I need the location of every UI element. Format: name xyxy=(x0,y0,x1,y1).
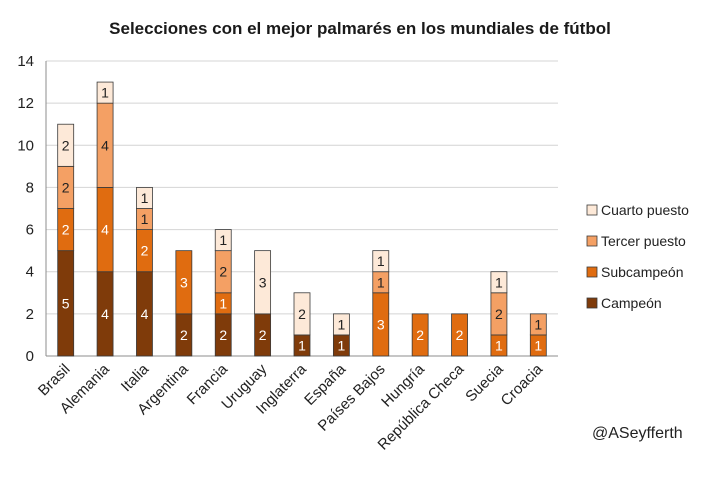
legend: Cuarto puesto Tercer puesto Subcampeón Camp… xyxy=(586,202,689,311)
data-label-suecia-subcampeon: 1 xyxy=(495,337,503,353)
data-label-brasil-subcampeon: 2 xyxy=(62,222,70,238)
data-label-inglaterra-campeon: 1 xyxy=(298,337,306,353)
bar-suecia-cuarto-puesto xyxy=(490,271,508,294)
x-tick-croacia: Croacia xyxy=(498,360,547,409)
y-tick-4: 4 xyxy=(26,264,34,281)
bar-stack-italia: 4 2 1 1 xyxy=(136,187,153,357)
data-label-hungria-subcampeon: 2 xyxy=(416,327,424,343)
legend-item-tercer-puesto: Tercer puesto xyxy=(586,233,686,249)
data-label-italia-cuarto-puesto: 1 xyxy=(141,190,149,206)
data-label-suecia-cuarto-puesto: 1 xyxy=(495,274,503,290)
bar-brasil-cuarto-puesto xyxy=(57,123,75,167)
legend-label-tercer-puesto: Tercer puesto xyxy=(601,233,686,249)
y-tick-12: 12 xyxy=(17,95,34,112)
bar-stack-paises-bajos: 3 1 1 xyxy=(372,250,390,357)
bar-stack-francia: 2 1 2 1 xyxy=(214,229,232,357)
legend-label-subcampeon: Subcampeón xyxy=(601,264,684,280)
data-label-inglaterra-cuarto-puesto: 2 xyxy=(298,306,306,322)
bar-argentina-subcampeon xyxy=(175,250,193,315)
bar-stack-argentina: 23 xyxy=(175,250,193,357)
bar-stack-suecia: 1 2 1 xyxy=(490,271,508,357)
bar-stack-hungria: 2 xyxy=(411,313,429,357)
y-tick-8: 8 xyxy=(26,179,34,196)
data-label-italia-campeon: 4 xyxy=(141,306,149,322)
data-label-espana-cuarto-puesto: 1 xyxy=(337,316,345,332)
legend-swatch-campeon xyxy=(586,297,598,309)
legend-label-cuarto-puesto: Cuarto puesto xyxy=(601,202,689,218)
bar-inglaterra-cuarto-puesto xyxy=(293,292,311,336)
data-label-brasil-tercer-puesto: 2 xyxy=(62,179,70,195)
data-label-suecia-tercer-puesto: 2 xyxy=(495,306,503,322)
data-label-brasil-campeon: 5 xyxy=(62,295,70,311)
data-label-francia-campeon: 2 xyxy=(219,327,227,343)
y-tick-6: 6 xyxy=(26,222,34,239)
data-label-paises-bajos-subcampeon: 3 xyxy=(377,316,385,332)
data-label-italia-subcampeon: 2 xyxy=(141,243,149,259)
legend-swatch-tercer-puesto xyxy=(586,235,598,247)
bar-espana-cuarto-puesto xyxy=(332,313,350,336)
data-label-francia-cuarto-puesto: 1 xyxy=(219,232,227,248)
data-label-espana-campeon: 1 xyxy=(337,337,345,353)
y-tick-14: 14 xyxy=(17,53,34,70)
bar-stack-croacia: 11 xyxy=(529,313,547,357)
bar-hungria-subcampeon xyxy=(411,313,429,357)
data-label-francia-subcampeon: 1 xyxy=(219,295,227,311)
bar-stack-uruguay: 23 xyxy=(254,250,272,357)
data-label-croacia-tercer-puesto: 1 xyxy=(534,316,542,332)
data-label-brasil-cuarto-puesto: 2 xyxy=(62,137,70,153)
legend-item-cuarto-puesto: Cuarto puesto xyxy=(586,202,689,218)
data-label-alemania-cuarto-puesto: 1 xyxy=(101,85,109,101)
data-label-croacia-subcampeon: 1 xyxy=(534,337,542,353)
bar-stack-alemania: 4 4 4 1 xyxy=(96,81,114,357)
data-label-paises-bajos-tercer-puesto: 1 xyxy=(377,274,385,290)
legend-label-campeon: Campeón xyxy=(601,295,662,311)
legend-swatch-subcampeon xyxy=(586,266,598,278)
bar-paises-bajos-cuarto-puesto xyxy=(372,250,390,273)
data-label-alemania-tercer-puesto: 4 xyxy=(101,137,109,153)
bar-italia-cuarto-puesto xyxy=(136,187,153,209)
bar-stack-espana: 11 xyxy=(332,313,350,357)
data-label-uruguay-cuarto-puesto: 3 xyxy=(259,274,267,290)
data-label-republica-checa-subcampeon: 2 xyxy=(456,327,464,343)
bar-alemania-cuarto-puesto xyxy=(96,81,114,104)
y-tick-10: 10 xyxy=(17,137,34,154)
data-label-italia-tercer-puesto: 1 xyxy=(141,211,149,227)
legend-item-campeon: Campeón xyxy=(586,295,662,311)
bar-stack-republica-checa: 2 xyxy=(451,313,468,357)
legend-item-subcampeon: Subcampeón xyxy=(586,264,684,280)
bar-croacia-tercer-puesto xyxy=(529,313,547,336)
legend-swatch-cuarto-puesto xyxy=(586,204,598,216)
data-label-argentina-campeon: 2 xyxy=(180,327,188,343)
bar-stack-inglaterra: 12 xyxy=(293,292,311,357)
bar-uruguay-cuarto-puesto xyxy=(254,250,272,315)
x-tick-italia: Italia xyxy=(118,360,153,395)
data-label-alemania-subcampeon: 4 xyxy=(101,222,109,238)
bar-republica-checa-subcampeon xyxy=(451,313,468,357)
gridlines xyxy=(45,60,558,357)
y-tick-2: 2 xyxy=(26,306,34,323)
y-axis-tick-labels: 0 2 4 6 8 10 12 14 xyxy=(17,53,34,365)
author-credit: @ASeyfferth xyxy=(592,425,683,442)
data-label-paises-bajos-cuarto-puesto: 1 xyxy=(377,253,385,269)
bar-francia-cuarto-puesto xyxy=(214,229,232,252)
data-label-uruguay-campeon: 2 xyxy=(259,327,267,343)
y-tick-0: 0 xyxy=(26,348,34,365)
data-label-alemania-campeon: 4 xyxy=(101,306,109,322)
chart-title: Selecciones con el mejor palmarés en los… xyxy=(109,19,611,38)
bar-stack-brasil: 5 2 2 2 xyxy=(57,123,75,357)
data-label-argentina-subcampeon: 3 xyxy=(180,274,188,290)
data-label-francia-tercer-puesto: 2 xyxy=(219,264,227,280)
